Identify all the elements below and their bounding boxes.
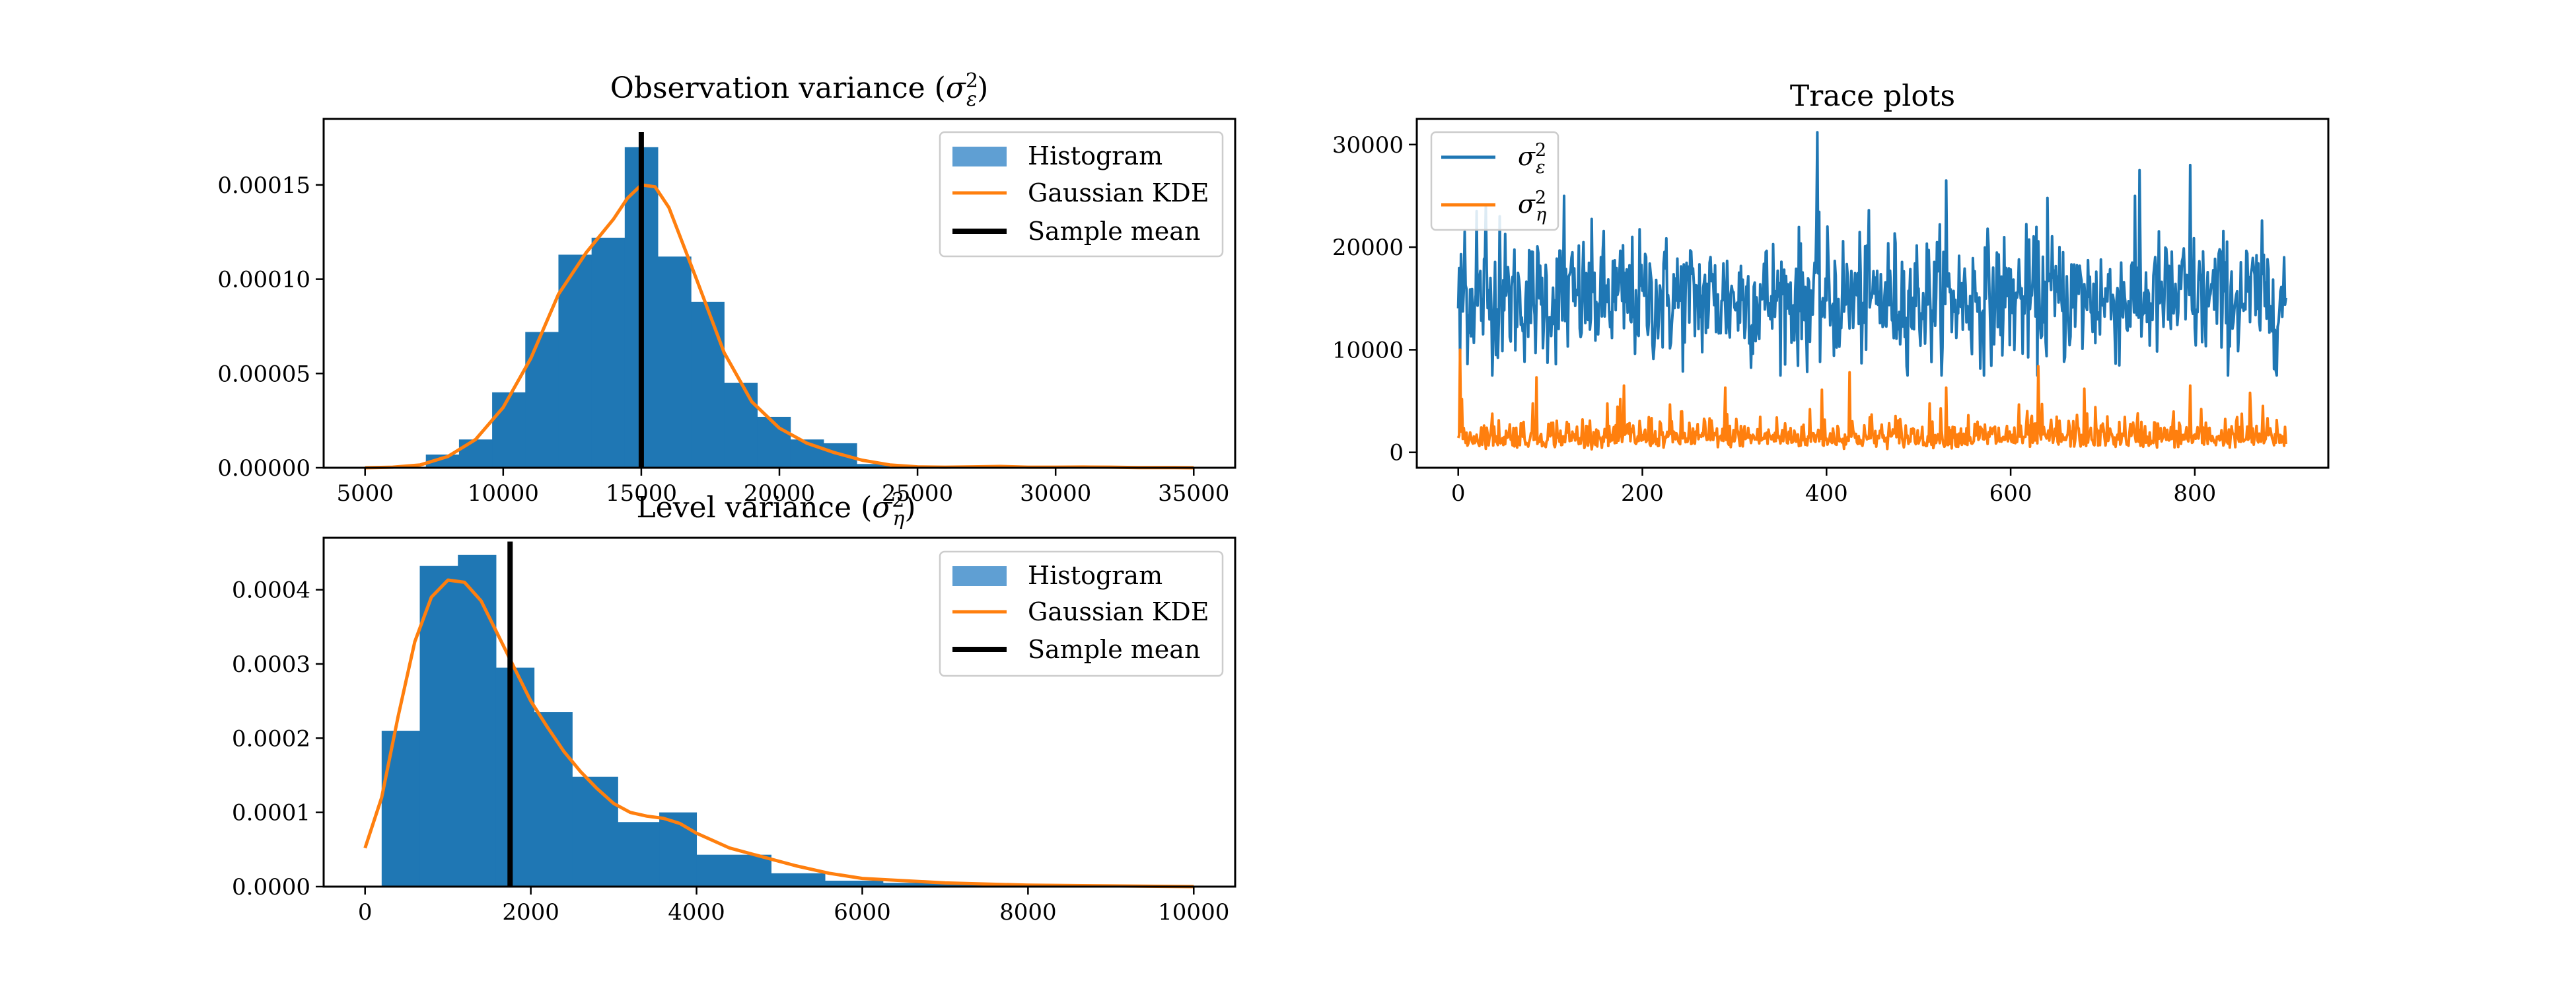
x-tick-label: 35000 xyxy=(1158,480,1229,507)
histogram-bar xyxy=(534,712,573,887)
observation-x-ticks: 5000 10000 15000 20000 25000 30000 35000 xyxy=(336,468,1229,507)
level-variance-panel: 0 2000 4000 6000 8000 10000 0.00000.00010.000… xyxy=(232,489,1236,926)
level-axes-frame xyxy=(322,536,1236,888)
histogram-bar xyxy=(618,822,660,887)
legend-histogram-label: Histogram xyxy=(1028,141,1163,170)
y-tick-label: 30000 xyxy=(1332,132,1404,159)
x-tick-label: 20000 xyxy=(744,480,815,507)
histogram-bar xyxy=(659,812,698,887)
histogram-bar xyxy=(658,256,692,468)
x-tick-label: 15000 xyxy=(606,480,677,507)
histogram-bar xyxy=(381,731,421,887)
trace-axes-frame xyxy=(1415,118,2330,469)
x-tick-label: 400 xyxy=(1805,480,1848,507)
x-tick-label: 8000 xyxy=(999,899,1057,926)
legend-obs-variance-label: σ2 ε xyxy=(1518,140,1546,178)
y-tick-label: 0 xyxy=(1389,440,1404,466)
legend-histogram-swatch xyxy=(952,147,1007,166)
level-kde-curve xyxy=(363,578,1194,889)
histogram-bar xyxy=(458,439,493,468)
legend-histogram-swatch xyxy=(952,566,1007,586)
x-tick-label: 6000 xyxy=(834,899,891,926)
observation-y-ticks: 0.00000 0.00005 0.00010 0.00015 xyxy=(217,172,324,482)
y-tick-label: 0.0003 xyxy=(232,651,310,678)
level-legend: Histogram Gaussian KDE Sample mean xyxy=(939,550,1224,677)
legend-histogram-label: Histogram xyxy=(1028,561,1163,590)
x-tick-label: 25000 xyxy=(882,480,953,507)
trace-x-ticks: 0 200 400 600 800 xyxy=(1451,468,2216,507)
x-tick-label: 800 xyxy=(2173,480,2216,507)
y-tick-label: 0.00010 xyxy=(217,267,310,293)
trace-plots-title: Trace plots xyxy=(1790,79,1955,113)
y-tick-label: 0.0004 xyxy=(232,577,310,604)
level-y-ticks: 0.0000 0.0001 0.0002 0.0003 0.0004 xyxy=(232,577,324,900)
y-tick-label: 0.00005 xyxy=(217,361,310,387)
x-tick-label: 10000 xyxy=(468,480,539,507)
histogram-bar xyxy=(691,301,725,468)
histogram-bar xyxy=(425,455,460,468)
x-tick-label: 0 xyxy=(1451,480,1466,507)
y-tick-label: 0.0002 xyxy=(232,725,310,752)
y-tick-label: 0.0000 xyxy=(232,874,310,900)
legend-mean-label: Sample mean xyxy=(1028,217,1200,246)
y-tick-label: 20000 xyxy=(1332,235,1404,261)
y-tick-label: 0.0001 xyxy=(232,800,310,826)
trace-legend: σ2 ε σ2 η xyxy=(1430,131,1559,231)
y-tick-label: 10000 xyxy=(1332,337,1404,363)
x-tick-label: 30000 xyxy=(1020,480,1091,507)
x-tick-label: 4000 xyxy=(668,899,725,926)
level-x-ticks: 0 2000 4000 6000 8000 10000 xyxy=(358,887,1229,926)
histogram-bar xyxy=(882,883,946,887)
x-tick-label: 10000 xyxy=(1158,899,1229,926)
y-tick-label: 0.00015 xyxy=(217,172,310,199)
legend-box xyxy=(939,131,1224,258)
trace-plots-panel: Trace plots 0 200 400 600 800 0 10000 20000 300… xyxy=(1332,79,2330,507)
histogram-bar xyxy=(825,881,884,887)
histogram-bar xyxy=(525,332,559,468)
x-tick-label: 0 xyxy=(358,899,373,926)
observation-legend: Histogram Gaussian KDE Sample mean xyxy=(939,131,1224,258)
level-variance-title: Level variance (σ2 η) xyxy=(636,489,915,531)
level-variance-trace-line xyxy=(1456,348,2287,451)
legend-kde-label: Gaussian KDE xyxy=(1028,597,1209,626)
observation-variance-title: Observation variance (σ2 ε) xyxy=(610,69,989,111)
x-tick-label: 5000 xyxy=(336,480,394,507)
trace-series-lines xyxy=(1456,131,2287,451)
histogram-bar xyxy=(492,392,526,468)
legend-mean-label: Sample mean xyxy=(1028,635,1200,664)
legend-level-variance-label: σ2 η xyxy=(1518,188,1546,225)
x-tick-label: 2000 xyxy=(502,899,559,926)
histogram-bar xyxy=(857,464,890,468)
histogram-bar xyxy=(591,237,626,468)
histogram-bar xyxy=(771,873,826,887)
x-tick-label: 200 xyxy=(1621,480,1664,507)
histogram-bar xyxy=(724,383,758,468)
legend-kde-label: Gaussian KDE xyxy=(1028,178,1209,207)
trace-y-ticks: 0 10000 20000 30000 xyxy=(1332,132,1417,466)
histogram-bar xyxy=(495,667,535,887)
histogram-bar xyxy=(458,554,497,887)
level-histogram-bars xyxy=(381,554,1012,887)
histogram-bar xyxy=(558,254,592,468)
y-tick-label: 0.00000 xyxy=(217,455,310,482)
observation-variance-panel: Observation variance (σ2 ε) 5000 10000 1500… xyxy=(217,69,1236,507)
obs-variance-trace-line xyxy=(1456,131,2287,377)
histogram-bar xyxy=(696,854,771,887)
x-tick-label: 600 xyxy=(1989,480,2032,507)
histogram-bar xyxy=(572,776,618,887)
histogram-bar xyxy=(419,566,458,887)
legend-box xyxy=(939,550,1224,677)
